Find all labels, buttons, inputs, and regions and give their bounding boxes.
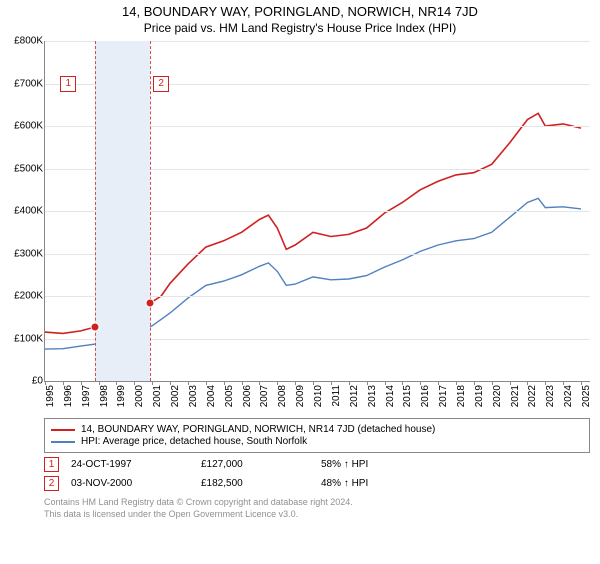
legend-label: 14, BOUNDARY WAY, PORINGLAND, NORWICH, N… <box>81 424 435 435</box>
sale-date: 24-OCT-1997 <box>71 459 201 470</box>
sale-row: 1 24-OCT-1997£127,00058% ↑ HPI <box>44 457 590 472</box>
sale-row: 2 03-NOV-2000£182,50048% ↑ HPI <box>44 476 590 491</box>
marker-box-1: 1 <box>60 76 76 92</box>
event-dashline <box>150 41 151 381</box>
x-axis-label: 2010 <box>313 385 324 407</box>
x-axis-label: 2008 <box>277 385 288 407</box>
y-axis-label: £500K <box>14 163 45 174</box>
x-axis-label: 2022 <box>527 385 538 407</box>
sale-marker: 1 <box>44 457 59 472</box>
y-axis-label: £600K <box>14 121 45 132</box>
x-axis-label: 2005 <box>224 385 235 407</box>
chart-plot-area: £0£100K£200K£300K£400K£500K£600K£700K£80… <box>44 41 590 382</box>
legend-swatch <box>51 441 75 443</box>
x-axis-label: 2004 <box>206 385 217 407</box>
x-axis-label: 2016 <box>420 385 431 407</box>
x-axis-label: 2020 <box>492 385 503 407</box>
marker-box-2: 2 <box>153 76 169 92</box>
x-axis-label: 1995 <box>45 385 56 407</box>
footer-line-1: Contains HM Land Registry data © Crown c… <box>44 497 590 509</box>
sale-dot <box>91 323 100 332</box>
sale-pct: 48% ↑ HPI <box>321 478 441 489</box>
x-axis-label: 2012 <box>349 385 360 407</box>
sale-price: £127,000 <box>201 459 321 470</box>
x-axis-label: 2025 <box>581 385 592 407</box>
x-axis-label: 2006 <box>242 385 253 407</box>
x-axis-label: 2015 <box>402 385 413 407</box>
y-axis-label: £700K <box>14 78 45 89</box>
x-axis-label: 2002 <box>170 385 181 407</box>
x-axis-label: 2021 <box>510 385 521 407</box>
footer-line-2: This data is licensed under the Open Gov… <box>44 509 590 521</box>
y-axis-label: £0 <box>32 376 45 387</box>
x-axis-label: 1997 <box>81 385 92 407</box>
sale-date: 03-NOV-2000 <box>71 478 201 489</box>
legend-swatch <box>51 429 75 431</box>
x-axis-label: 2000 <box>134 385 145 407</box>
sales-list: 1 24-OCT-1997£127,00058% ↑ HPI 2 03-NOV-200… <box>0 457 600 491</box>
legend-label: HPI: Average price, detached house, Sout… <box>81 436 307 447</box>
y-axis-label: £200K <box>14 291 45 302</box>
x-axis-label: 2018 <box>456 385 467 407</box>
legend-row: HPI: Average price, detached house, Sout… <box>51 436 583 447</box>
legend-row: 14, BOUNDARY WAY, PORINGLAND, NORWICH, N… <box>51 424 583 435</box>
x-axis-label: 2024 <box>563 385 574 407</box>
x-axis-label: 2017 <box>438 385 449 407</box>
x-axis-label: 2013 <box>367 385 378 407</box>
y-axis-label: £800K <box>14 36 45 47</box>
sale-marker: 2 <box>44 476 59 491</box>
y-axis-label: £300K <box>14 248 45 259</box>
chart-title: 14, BOUNDARY WAY, PORINGLAND, NORWICH, N… <box>0 4 600 19</box>
legend-box: 14, BOUNDARY WAY, PORINGLAND, NORWICH, N… <box>44 418 590 453</box>
sale-pct: 58% ↑ HPI <box>321 459 441 470</box>
sale-dot <box>145 299 154 308</box>
x-axis-label: 2023 <box>545 385 556 407</box>
x-axis-label: 1996 <box>63 385 74 407</box>
x-axis-label: 2007 <box>259 385 270 407</box>
x-axis-label: 2003 <box>188 385 199 407</box>
footer-text: Contains HM Land Registry data © Crown c… <box>44 497 590 520</box>
y-axis-label: £400K <box>14 206 45 217</box>
x-axis-label: 2009 <box>295 385 306 407</box>
sale-price: £182,500 <box>201 478 321 489</box>
x-axis-label: 1999 <box>116 385 127 407</box>
x-axis-label: 2011 <box>331 385 342 407</box>
x-axis-label: 1998 <box>99 385 110 407</box>
x-axis-label: 2014 <box>385 385 396 407</box>
x-axis-label: 2019 <box>474 385 485 407</box>
highlight-band <box>95 41 150 381</box>
chart-subtitle: Price paid vs. HM Land Registry's House … <box>0 21 600 35</box>
y-axis-label: £100K <box>14 333 45 344</box>
x-axis-label: 2001 <box>152 385 163 407</box>
